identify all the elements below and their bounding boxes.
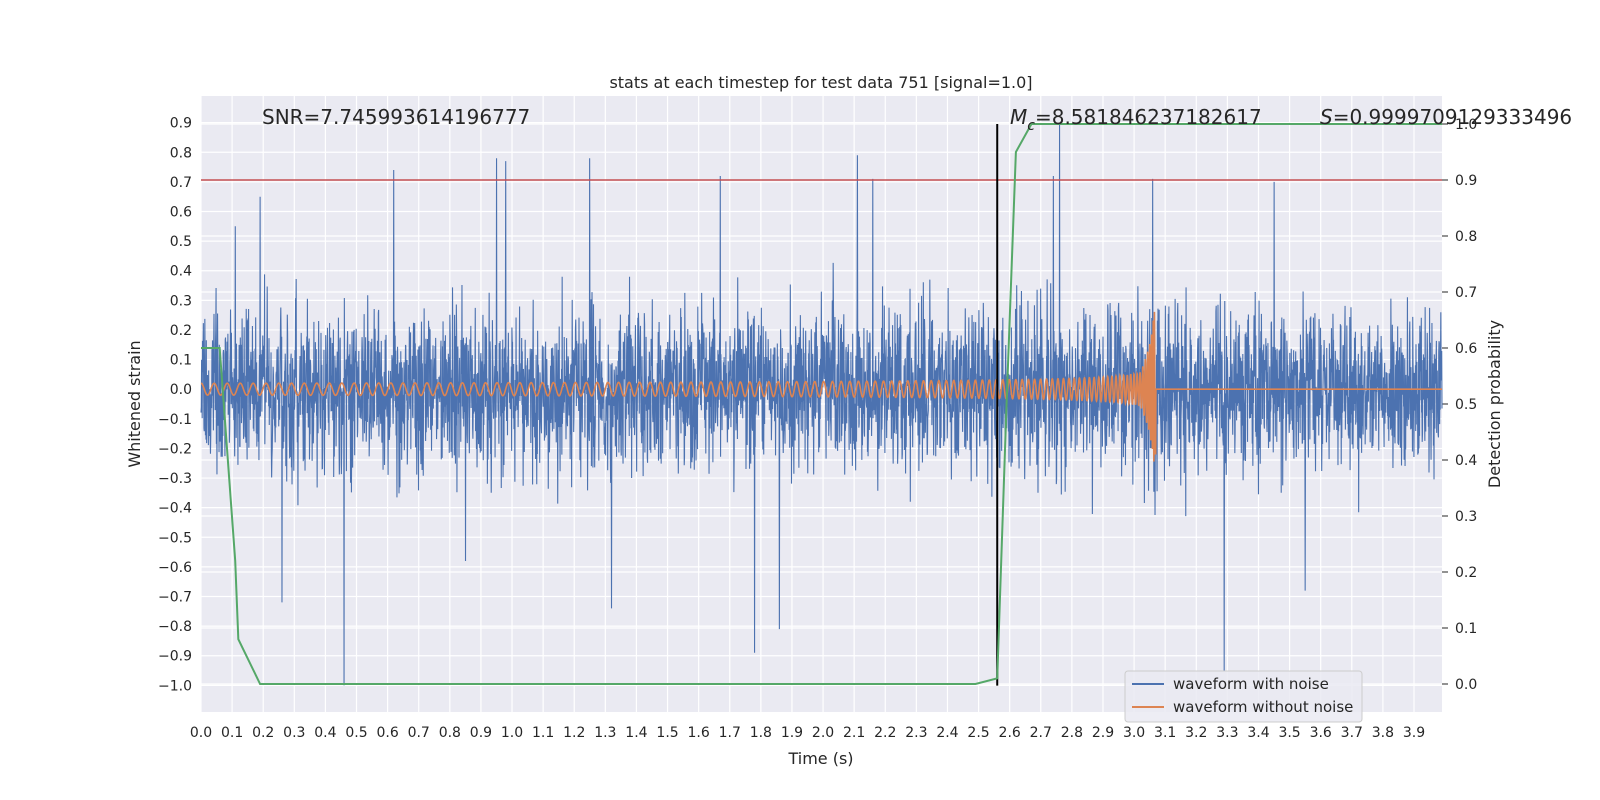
legend-box — [1124, 670, 1363, 723]
x-tick-label: 2.6 — [999, 725, 1021, 741]
x-tick-label: 2.9 — [1092, 725, 1114, 741]
x-tick-label: 0.6 — [376, 725, 398, 741]
y2-tick-labels: 1.0 0.9 0.8 0.7 0.6 0.5 0.4 0.3 0.2 0.1 0.0 — [1455, 117, 1477, 693]
y-tick-label: −1.0 — [158, 678, 192, 694]
x-tick-label: 1.5 — [656, 725, 678, 741]
x-tick-label: 1.0 — [501, 725, 523, 741]
x-tick-label: 2.3 — [905, 725, 927, 741]
y2-tick-label: 0.5 — [1455, 397, 1477, 413]
y-tick-label: −0.2 — [158, 441, 192, 457]
detection-probability-line — [201, 123, 1442, 685]
clean-waveform-line — [200, 311, 1442, 462]
y2-tick-label: 0.0 — [1455, 677, 1477, 693]
y2-tick-label: 0.2 — [1455, 565, 1477, 581]
x-tick-label: 1.2 — [563, 725, 585, 741]
x-tick-label: 1.1 — [532, 725, 554, 741]
y2-tick-label: 0.8 — [1455, 229, 1477, 245]
x-tick-label: 0.5 — [345, 725, 367, 741]
y-tick-label: 0.0 — [170, 382, 192, 398]
x-tick-label: 0.8 — [439, 725, 461, 741]
x-tick-label: 0.4 — [314, 725, 336, 741]
y-tick-label: −0.7 — [158, 590, 192, 606]
x-tick-label: 3.6 — [1310, 725, 1332, 741]
y-tick-labels: 0.9 0.8 0.7 0.6 0.5 0.4 0.3 0.2 0.1 0.0 −0.1 −0.2 −0… — [158, 116, 192, 695]
chirp-mass-annotation: Mc=8.581846237182617 — [1010, 105, 1262, 134]
x-tick-label: 3.7 — [1341, 725, 1363, 741]
y-tick-label: 0.2 — [170, 323, 192, 339]
x-tick-label: 3.3 — [1216, 725, 1238, 741]
y-tick-label: 0.8 — [170, 145, 192, 161]
x-tick-label: 0.7 — [408, 725, 430, 741]
x-tick-label: 0.9 — [470, 725, 492, 741]
y2-tick-label: 0.3 — [1455, 509, 1477, 525]
x-axis-label: Time (s) — [787, 749, 853, 768]
x-tick-label: 2.7 — [1030, 725, 1052, 741]
detection-probability-group — [201, 123, 1442, 685]
x-tick-label: 1.4 — [625, 725, 647, 741]
y-tick-label: 0.3 — [170, 293, 192, 309]
x-tick-label: 2.4 — [936, 725, 958, 741]
legend-label-clean: waveform without noise — [1173, 698, 1353, 716]
y-tick-label: 0.1 — [170, 353, 192, 369]
chirp-mass-value: =8.581846237182617 — [1035, 105, 1262, 129]
x-tick-label: 3.0 — [1123, 725, 1145, 741]
y-tick-label: 0.7 — [170, 175, 192, 191]
y-tick-label: −0.8 — [158, 619, 192, 635]
y2-tick-label: 0.6 — [1455, 341, 1477, 357]
y-tick-label: −0.5 — [158, 530, 192, 546]
x-tick-label: 1.3 — [594, 725, 616, 741]
snr-annotation: SNR=7.745993614196777 — [262, 105, 530, 129]
x-tick-label: 0.1 — [221, 725, 243, 741]
y2-tick-label: 0.7 — [1455, 285, 1477, 301]
legend-label-noise: waveform with noise — [1173, 675, 1329, 693]
y2-tick-label: 0.9 — [1455, 173, 1477, 189]
y-tick-label: −0.9 — [158, 649, 192, 665]
x-tick-label: 1.8 — [750, 725, 772, 741]
x-tick-label: 2.1 — [843, 725, 865, 741]
y-tick-label: −0.4 — [158, 501, 192, 517]
noisy-waveform — [200, 122, 1443, 686]
y2-tick-label: 0.4 — [1455, 453, 1477, 469]
y-tick-label: −0.6 — [158, 560, 192, 576]
y-tick-label: 0.4 — [170, 264, 192, 280]
x-tick-label: 2.5 — [967, 725, 989, 741]
x-tick-label: 1.9 — [781, 725, 803, 741]
score-annotation: S=0.9999709129333496 — [1320, 105, 1572, 129]
x-tick-label: 2.8 — [1061, 725, 1083, 741]
x-tick-label: 1.7 — [719, 725, 741, 741]
x-tick-label: 3.4 — [1247, 725, 1269, 741]
y-tick-label: −0.1 — [158, 412, 192, 428]
x-tick-label: 3.9 — [1403, 725, 1425, 741]
x-tick-label: 1.6 — [688, 725, 710, 741]
noisy-waveform-line — [200, 122, 1443, 686]
y2-axis-label: Detection probability — [1485, 320, 1504, 488]
x-tick-label: 3.2 — [1185, 725, 1207, 741]
y-axis-label: Whitened strain — [125, 340, 144, 467]
y-tick-label: −0.3 — [158, 471, 192, 487]
x-tick-label: 3.1 — [1154, 725, 1176, 741]
x-tick-label: 0.3 — [283, 725, 305, 741]
x-tick-label: 2.0 — [812, 725, 834, 741]
legend: waveform with noise waveform without noi… — [1124, 670, 1363, 723]
clean-waveform — [200, 311, 1442, 462]
x-tick-label: 3.5 — [1278, 725, 1300, 741]
y-tick-label: 0.6 — [170, 205, 192, 221]
y2-tick-label: 0.1 — [1455, 621, 1477, 637]
x-tick-labels: 0.0 0.1 0.2 0.3 0.4 0.5 0.6 0.7 0.8 0.9 1.0 1.1 1.2 1… — [190, 725, 1425, 741]
y-tick-label: 0.5 — [170, 234, 192, 250]
chirp-mass-subscript: c — [1027, 118, 1035, 134]
x-tick-label: 3.8 — [1372, 725, 1394, 741]
chirp-mass-symbol: M — [1010, 105, 1027, 129]
score-symbol: S — [1320, 105, 1333, 129]
score-value: =0.9999709129333496 — [1333, 105, 1572, 129]
y2-tick-label: 1.0 — [1455, 117, 1477, 133]
chart-title: stats at each timestep for test data 751… — [609, 73, 1032, 92]
x-tick-label: 0.0 — [190, 725, 212, 741]
y-tick-label: 0.9 — [170, 116, 192, 132]
x-tick-label: 0.2 — [252, 725, 274, 741]
x-tick-label: 2.2 — [874, 725, 896, 741]
